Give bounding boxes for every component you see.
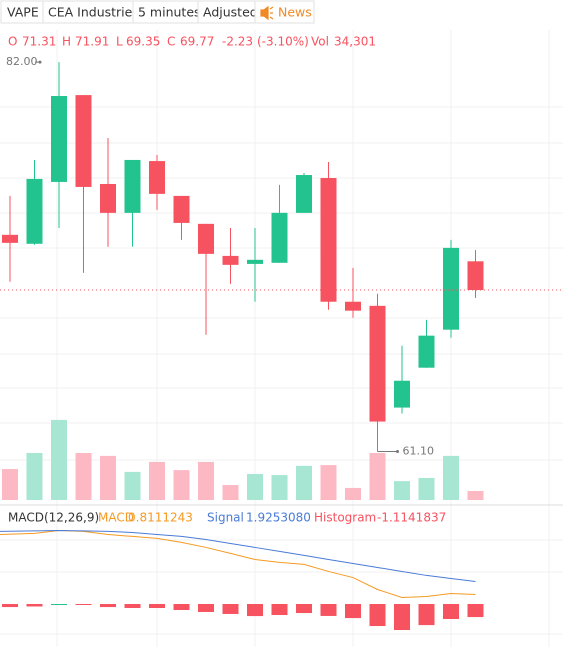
volume-bar (345, 487, 361, 500)
histogram-bar (149, 604, 165, 608)
change-pct: (-3.10%) (257, 35, 309, 49)
news-icon[interactable] (260, 5, 274, 21)
min-label: 61.10 (403, 445, 435, 458)
volume-bar (222, 485, 239, 500)
volume-bar (443, 455, 459, 500)
volume-title: Vol (311, 35, 329, 49)
histogram-bar (51, 604, 67, 606)
volume-bar (2, 469, 18, 500)
legend-key: H (62, 35, 71, 49)
volume-bar (247, 474, 263, 500)
volume-bar (394, 481, 410, 500)
volume-bar (198, 461, 214, 500)
change: -2.23 (222, 35, 253, 49)
histogram-bar (222, 604, 239, 614)
candle-body (418, 335, 435, 368)
volume-bar (173, 470, 190, 500)
histogram-bar (124, 604, 141, 608)
macd-legend-name: Signal (207, 511, 244, 525)
histogram-bar (2, 604, 18, 608)
macd-title: MACD(12,26,9) (8, 511, 99, 525)
candle-body (394, 380, 410, 408)
candle-body (369, 305, 386, 422)
legend-key: L (116, 35, 123, 49)
histogram-bar (100, 604, 116, 608)
volume-bar (320, 465, 337, 500)
histogram-bar (271, 604, 288, 616)
histogram-bar (345, 604, 361, 619)
candle-body (271, 212, 288, 263)
candle-body (345, 301, 361, 311)
candle-body (124, 159, 141, 213)
news[interactable]: News (278, 5, 312, 20)
histogram-bar (173, 604, 190, 610)
macd-legend-value: 1.9253080 (246, 511, 311, 525)
histogram-bar (443, 604, 459, 619)
candle-body (75, 95, 92, 187)
legend-value: 69.35 (126, 35, 160, 49)
histogram-bar (26, 604, 43, 607)
candle-body (296, 175, 312, 213)
volume-bar (100, 455, 116, 500)
max-label-dot (38, 60, 42, 64)
legend-key: O (8, 35, 17, 49)
symbol[interactable]: VAPE (7, 5, 39, 20)
candle-body (100, 183, 116, 213)
candle-body (2, 234, 18, 243)
candle-body (443, 247, 459, 330)
volume-bar (271, 475, 288, 500)
histogram-bar (320, 604, 337, 616)
macd-legend-name: MACD (98, 511, 134, 525)
macd-line (0, 529, 476, 598)
volume-bar (124, 471, 141, 500)
volume-bar (296, 465, 312, 500)
histogram-bar (75, 604, 92, 606)
interval[interactable]: 5 minutes (138, 5, 201, 20)
volume-bar (75, 452, 92, 500)
volume-bar (51, 419, 67, 500)
macd-legend-name: Histogram (314, 511, 376, 525)
candle-body (320, 178, 337, 302)
volume-bar (418, 477, 435, 500)
candle-body (51, 96, 67, 182)
histogram-bar (418, 604, 435, 626)
adjust[interactable]: Adjusted (203, 5, 258, 20)
histogram-bar (369, 604, 386, 627)
candle-body (173, 195, 190, 223)
candle-body (247, 259, 263, 264)
volume-bar (467, 490, 484, 500)
macd-legend-value: -1.1141837 (377, 511, 446, 525)
legend-key: C (167, 35, 175, 49)
legend-value: 71.91 (75, 35, 109, 49)
histogram-bar (247, 604, 263, 617)
min-label-dot (396, 450, 399, 454)
histogram-bar (394, 604, 410, 631)
candle-body (222, 255, 239, 265)
legend-value: 69.77 (180, 35, 214, 49)
candle-body (149, 161, 165, 194)
max-label: 82.00 (6, 55, 38, 68)
candle-body (26, 178, 43, 244)
candle-body (467, 261, 484, 290)
macd-line (0, 529, 476, 582)
volume-value: 34,301 (334, 35, 376, 49)
candle-body (198, 223, 214, 254)
histogram-bar (198, 604, 214, 612)
toolbar: VAPE CEA Industries 5 minutes Adjusted N… (0, 0, 315, 24)
legend-value: 71.31 (22, 35, 56, 49)
background-grid (0, 30, 563, 647)
company-name[interactable]: CEA Industries (48, 5, 139, 20)
volume-bar (369, 452, 386, 500)
histogram-bar (467, 604, 484, 618)
volume-bar (149, 461, 165, 500)
volume-bar (26, 452, 43, 500)
macd-legend-value: 0.8111243 (128, 511, 193, 525)
histogram-bar (296, 604, 312, 614)
